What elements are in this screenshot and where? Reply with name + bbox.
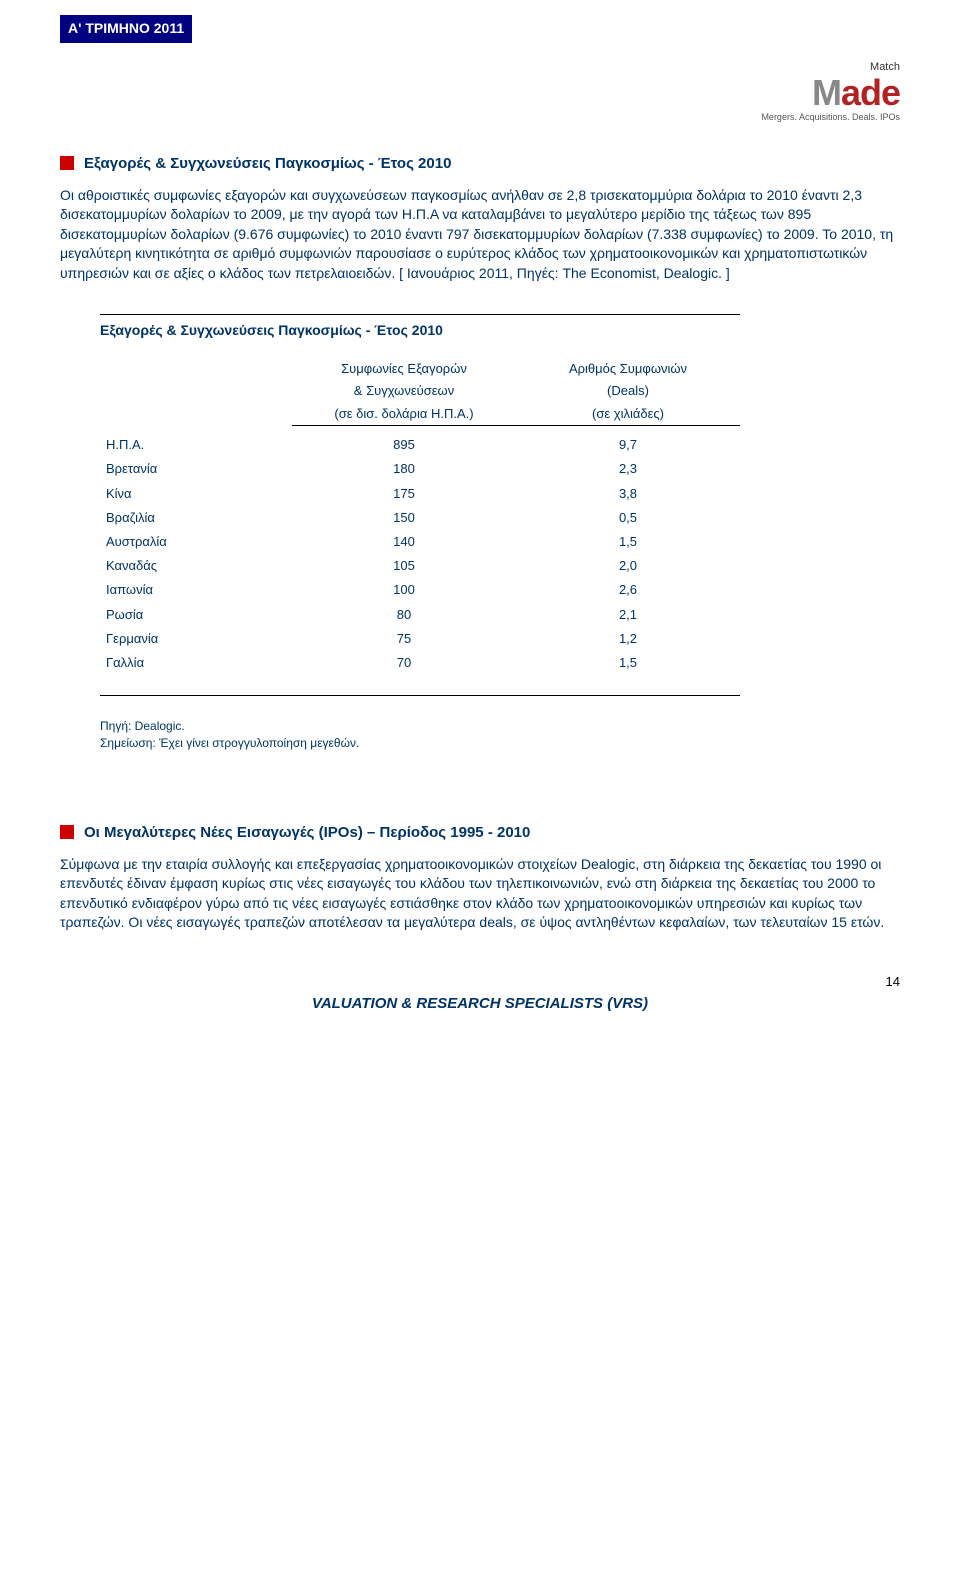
divider	[100, 314, 740, 315]
country-cell: Καναδάς	[100, 554, 292, 578]
value-a-cell: 100	[292, 578, 516, 602]
footer: 14 VALUATION & RESEARCH SPECIALISTS (VRS…	[60, 993, 900, 1014]
value-a-cell: 80	[292, 603, 516, 627]
country-cell: Βρετανία	[100, 457, 292, 481]
value-b-cell: 3,8	[516, 482, 740, 506]
value-a-cell: 75	[292, 627, 516, 651]
section1-body: Οι αθροιστικές συμφωνίες εξαγορών και συ…	[60, 186, 900, 284]
value-b-cell: 2,6	[516, 578, 740, 602]
table-row: Γαλλία701,5	[100, 651, 740, 675]
section-mergers: Εξαγορές & Συγχωνεύσεις Παγκοσμίως - Έτο…	[60, 153, 900, 284]
table-col1-h1: Συμφωνίες Εξαγορών	[292, 358, 516, 380]
value-b-cell: 2,1	[516, 603, 740, 627]
country-cell: Η.Π.Α.	[100, 433, 292, 457]
bullet-icon	[60, 156, 74, 170]
value-b-cell: 9,7	[516, 433, 740, 457]
table-col2-h3: (σε χιλιάδες)	[516, 403, 740, 426]
logo-tagline: Mergers. Acquisitions. Deals. IPOs	[761, 111, 900, 124]
section1-title: Εξαγορές & Συγχωνεύσεις Παγκοσμίως - Έτο…	[84, 153, 451, 174]
country-cell: Γερμανία	[100, 627, 292, 651]
table-source: Πηγή: Dealogic.	[100, 718, 900, 735]
country-cell: Γαλλία	[100, 651, 292, 675]
value-b-cell: 1,5	[516, 651, 740, 675]
value-b-cell: 2,0	[516, 554, 740, 578]
value-a-cell: 150	[292, 506, 516, 530]
value-a-cell: 180	[292, 457, 516, 481]
value-a-cell: 70	[292, 651, 516, 675]
table-col1-h3: (σε δισ. δολάρια Η.Π.Α.)	[292, 403, 516, 426]
country-cell: Ιαπωνία	[100, 578, 292, 602]
divider	[100, 695, 740, 696]
country-cell: Ρωσία	[100, 603, 292, 627]
page-number: 14	[886, 973, 900, 991]
value-b-cell: 0,5	[516, 506, 740, 530]
table-row: Αυστραλία1401,5	[100, 530, 740, 554]
value-a-cell: 175	[292, 482, 516, 506]
bullet-icon	[60, 825, 74, 839]
value-b-cell: 1,2	[516, 627, 740, 651]
data-table: Συμφωνίες Εξαγορών Αριθμός Συμφωνιών & Σ…	[100, 358, 740, 675]
section2-body: Σύμφωνα με την εταιρία συλλογής και επεξ…	[60, 855, 900, 933]
country-cell: Κίνα	[100, 482, 292, 506]
table-block: Εξαγορές & Συγχωνεύσεις Παγκοσμίως - Έτο…	[100, 314, 740, 697]
table-row: Ιαπωνία1002,6	[100, 578, 740, 602]
section2-title: Οι Μεγαλύτερες Νέες Εισαγωγές (IPOs) – Π…	[84, 822, 530, 843]
section-ipos: Οι Μεγαλύτερες Νέες Εισαγωγές (IPOs) – Π…	[60, 822, 900, 933]
table-col2-h2: (Deals)	[516, 380, 740, 402]
footer-title: VALUATION & RESEARCH SPECIALISTS (VRS)	[312, 993, 648, 1014]
country-cell: Αυστραλία	[100, 530, 292, 554]
table-row: Βρετανία1802,3	[100, 457, 740, 481]
logo-made-text: Made	[812, 72, 900, 113]
table-row: Καναδάς1052,0	[100, 554, 740, 578]
table-notes: Πηγή: Dealogic. Σημείωση: Έχει γίνει στρ…	[100, 718, 900, 752]
table-title: Εξαγορές & Συγχωνεύσεις Παγκοσμίως - Έτο…	[100, 321, 740, 341]
value-a-cell: 895	[292, 433, 516, 457]
value-a-cell: 140	[292, 530, 516, 554]
logo: Match Made Mergers. Acquisitions. Deals.…	[761, 60, 900, 124]
table-row: Κίνα1753,8	[100, 482, 740, 506]
table-row: Ρωσία802,1	[100, 603, 740, 627]
table-row: Η.Π.Α.8959,7	[100, 433, 740, 457]
value-a-cell: 105	[292, 554, 516, 578]
value-b-cell: 1,5	[516, 530, 740, 554]
country-cell: Βραζιλία	[100, 506, 292, 530]
table-col1-h2: & Συγχωνεύσεων	[292, 380, 516, 402]
table-row: Βραζιλία1500,5	[100, 506, 740, 530]
table-col2-h1: Αριθμός Συμφωνιών	[516, 358, 740, 380]
table-row: Γερμανία751,2	[100, 627, 740, 651]
header-badge: Α' ΤΡΙΜΗΝΟ 2011	[60, 15, 192, 43]
table-note: Σημείωση: Έχει γίνει στρογγυλοποίηση μεγ…	[100, 735, 900, 752]
value-b-cell: 2,3	[516, 457, 740, 481]
